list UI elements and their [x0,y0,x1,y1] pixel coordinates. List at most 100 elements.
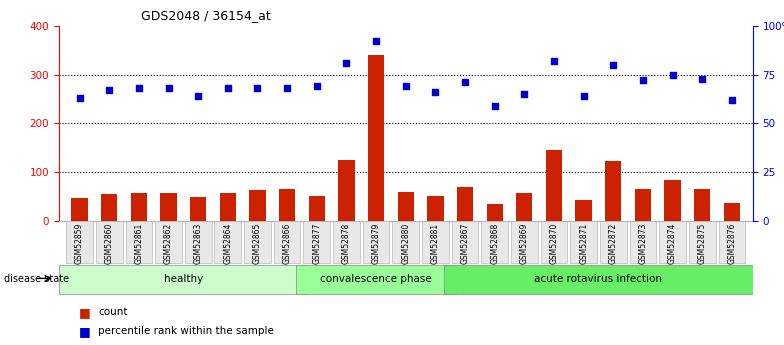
Text: GSM52859: GSM52859 [75,223,84,264]
FancyBboxPatch shape [155,221,182,264]
Point [696,76,709,81]
FancyBboxPatch shape [719,221,746,264]
Point [103,87,115,93]
Point [162,86,175,91]
Bar [190,197,206,221]
Point [488,103,501,109]
Bar [487,204,503,221]
FancyBboxPatch shape [452,221,478,264]
Text: GSM52862: GSM52862 [164,223,173,264]
Text: percentile rank within the sample: percentile rank within the sample [98,326,274,336]
Bar [71,198,88,221]
Bar [605,161,622,221]
FancyBboxPatch shape [96,221,122,264]
Point [548,58,561,64]
Bar [635,189,651,221]
Text: GSM52877: GSM52877 [312,223,321,264]
Bar [427,196,444,221]
Bar [397,191,414,221]
Text: convalescence phase: convalescence phase [320,275,432,284]
Point [251,86,263,91]
Bar [546,150,562,221]
Point [637,78,649,83]
Text: healthy: healthy [164,275,203,284]
Point [281,86,293,91]
Text: GDS2048 / 36154_at: GDS2048 / 36154_at [141,9,270,22]
Text: GSM52867: GSM52867 [460,223,470,264]
Text: GSM52878: GSM52878 [342,223,351,264]
FancyBboxPatch shape [511,221,538,264]
Text: GSM52873: GSM52873 [638,223,648,264]
Text: GSM52876: GSM52876 [728,223,736,264]
Point [459,80,471,85]
Text: acute rotavirus infection: acute rotavirus infection [535,275,662,284]
FancyBboxPatch shape [363,221,390,264]
FancyBboxPatch shape [541,221,568,264]
FancyBboxPatch shape [422,221,448,264]
Text: ■: ■ [78,325,90,338]
Text: GSM52871: GSM52871 [579,223,588,264]
Text: GSM52869: GSM52869 [520,223,529,264]
Point [132,86,145,91]
Bar [279,189,296,221]
FancyBboxPatch shape [66,221,93,264]
Text: GSM52863: GSM52863 [194,223,202,264]
Point [310,83,323,89]
Text: GSM52864: GSM52864 [223,223,232,264]
FancyBboxPatch shape [215,221,241,264]
Text: GSM52860: GSM52860 [105,223,114,264]
Text: GSM52861: GSM52861 [134,223,143,264]
Point [577,93,590,99]
Bar [131,193,147,221]
Point [607,62,619,68]
FancyBboxPatch shape [481,221,508,264]
Bar [161,193,176,221]
Point [726,97,739,103]
Text: GSM52879: GSM52879 [372,223,380,264]
FancyBboxPatch shape [244,221,270,264]
FancyBboxPatch shape [659,221,686,264]
Bar [249,190,266,221]
Point [192,93,205,99]
Text: GSM52866: GSM52866 [282,223,292,264]
FancyBboxPatch shape [303,221,330,264]
FancyBboxPatch shape [125,221,152,264]
Text: GSM52865: GSM52865 [253,223,262,264]
Text: GSM52880: GSM52880 [401,223,410,264]
Bar [101,194,118,221]
FancyBboxPatch shape [600,221,626,264]
FancyBboxPatch shape [689,221,716,264]
Point [73,95,85,101]
Point [399,83,412,89]
Text: GSM52881: GSM52881 [431,223,440,264]
Bar [724,203,740,221]
FancyBboxPatch shape [392,221,419,264]
Point [666,72,679,77]
Text: ■: ■ [78,306,90,319]
FancyBboxPatch shape [274,221,300,264]
Point [222,86,234,91]
Text: GSM52870: GSM52870 [550,223,558,264]
Bar [457,187,474,221]
Bar [338,160,354,221]
Text: GSM52874: GSM52874 [668,223,677,264]
Point [518,91,531,97]
FancyBboxPatch shape [296,265,456,294]
Bar [368,55,384,221]
FancyBboxPatch shape [445,265,753,294]
Text: disease state: disease state [4,274,69,284]
Text: count: count [98,307,128,317]
Text: GSM52872: GSM52872 [609,223,618,264]
Bar [516,193,532,221]
Bar [664,180,681,221]
Bar [575,200,592,221]
FancyBboxPatch shape [185,221,212,264]
FancyBboxPatch shape [59,265,308,294]
Bar [694,189,710,221]
Point [429,89,441,95]
Bar [220,193,236,221]
Text: GSM52868: GSM52868 [490,223,499,264]
Point [340,60,353,66]
FancyBboxPatch shape [333,221,360,264]
Bar [309,196,325,221]
